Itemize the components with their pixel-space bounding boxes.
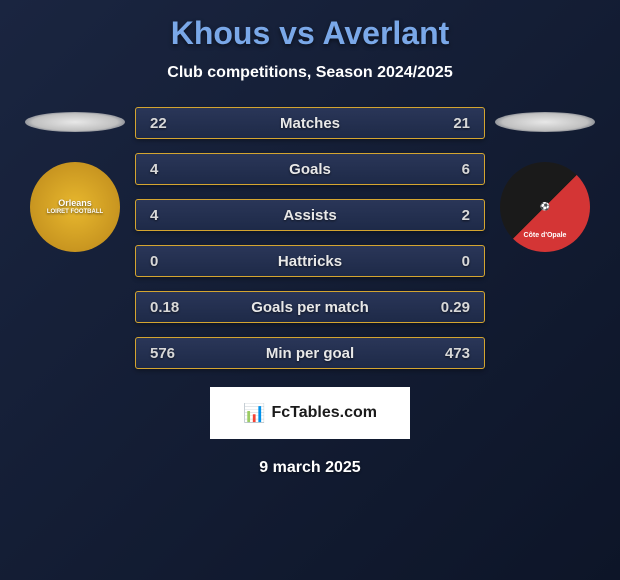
chart-icon: 📊 [243,403,265,424]
stat-left-value: 0 [150,253,200,270]
brand-badge[interactable]: 📊 FcTables.com [210,387,410,439]
stat-label: Hattricks [278,253,342,270]
club-right-subtext: Côte d'Opale [524,232,567,240]
stat-row-hattricks: 0 Hattricks 0 [135,245,485,277]
stat-label: Assists [283,207,336,224]
stat-row-goals: 4 Goals 6 [135,153,485,185]
stat-row-min-per-goal: 576 Min per goal 473 [135,337,485,369]
stat-right-value: 0 [420,253,470,270]
comparison-card: Khous vs Averlant Club competitions, Sea… [0,0,620,492]
stat-left-value: 4 [150,207,200,224]
player-right-photo [495,112,595,132]
player-left-photo [25,112,125,132]
page-subtitle: Club competitions, Season 2024/2025 [167,64,452,82]
club-left-subtext: LOIRET FOOTBALL [47,209,103,216]
club-badge-left[interactable]: Orleans LOIRET FOOTBALL [30,162,120,252]
stat-row-assists: 4 Assists 2 [135,199,485,231]
stat-row-matches: 22 Matches 21 [135,107,485,139]
stat-label: Goals [289,161,331,178]
stat-left-value: 22 [150,115,200,132]
stat-label: Min per goal [266,345,354,362]
stat-left-value: 4 [150,161,200,178]
stat-left-value: 576 [150,345,200,362]
page-title: Khous vs Averlant [171,15,450,52]
stat-right-value: 6 [420,161,470,178]
stat-right-value: 0.29 [420,299,470,316]
stats-area: 22 Matches 21 4 Goals 6 4 Assists 2 0 Ha… [135,107,485,369]
stat-label: Goals per match [251,299,369,316]
main-area: Orleans LOIRET FOOTBALL 22 Matches 21 4 … [0,107,620,369]
date-text: 9 march 2025 [259,459,360,477]
stat-right-value: 21 [420,115,470,132]
stat-label: Matches [280,115,340,132]
stat-left-value: 0.18 [150,299,200,316]
stat-right-value: 473 [420,345,470,362]
stat-right-value: 2 [420,207,470,224]
player-right-side: ⚽ Côte d'Opale [485,107,605,252]
club-left-name: Orleans [58,198,92,209]
club-badge-right[interactable]: ⚽ Côte d'Opale [500,162,590,252]
player-left-side: Orleans LOIRET FOOTBALL [15,107,135,252]
club-right-name: ⚽ [534,202,556,212]
brand-text: FcTables.com [271,404,377,422]
stat-row-goals-per-match: 0.18 Goals per match 0.29 [135,291,485,323]
